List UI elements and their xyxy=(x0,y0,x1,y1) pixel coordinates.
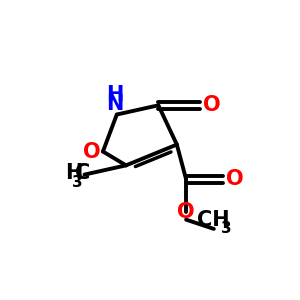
Text: C: C xyxy=(75,164,90,183)
Text: O: O xyxy=(177,202,195,222)
Text: 3: 3 xyxy=(221,221,232,236)
Text: H: H xyxy=(65,164,82,183)
Text: O: O xyxy=(82,142,100,161)
Text: H: H xyxy=(106,85,123,105)
Text: CH: CH xyxy=(197,210,230,230)
Text: 3: 3 xyxy=(71,175,82,190)
Text: O: O xyxy=(226,169,243,189)
Text: N: N xyxy=(106,94,123,114)
Text: O: O xyxy=(203,95,220,115)
